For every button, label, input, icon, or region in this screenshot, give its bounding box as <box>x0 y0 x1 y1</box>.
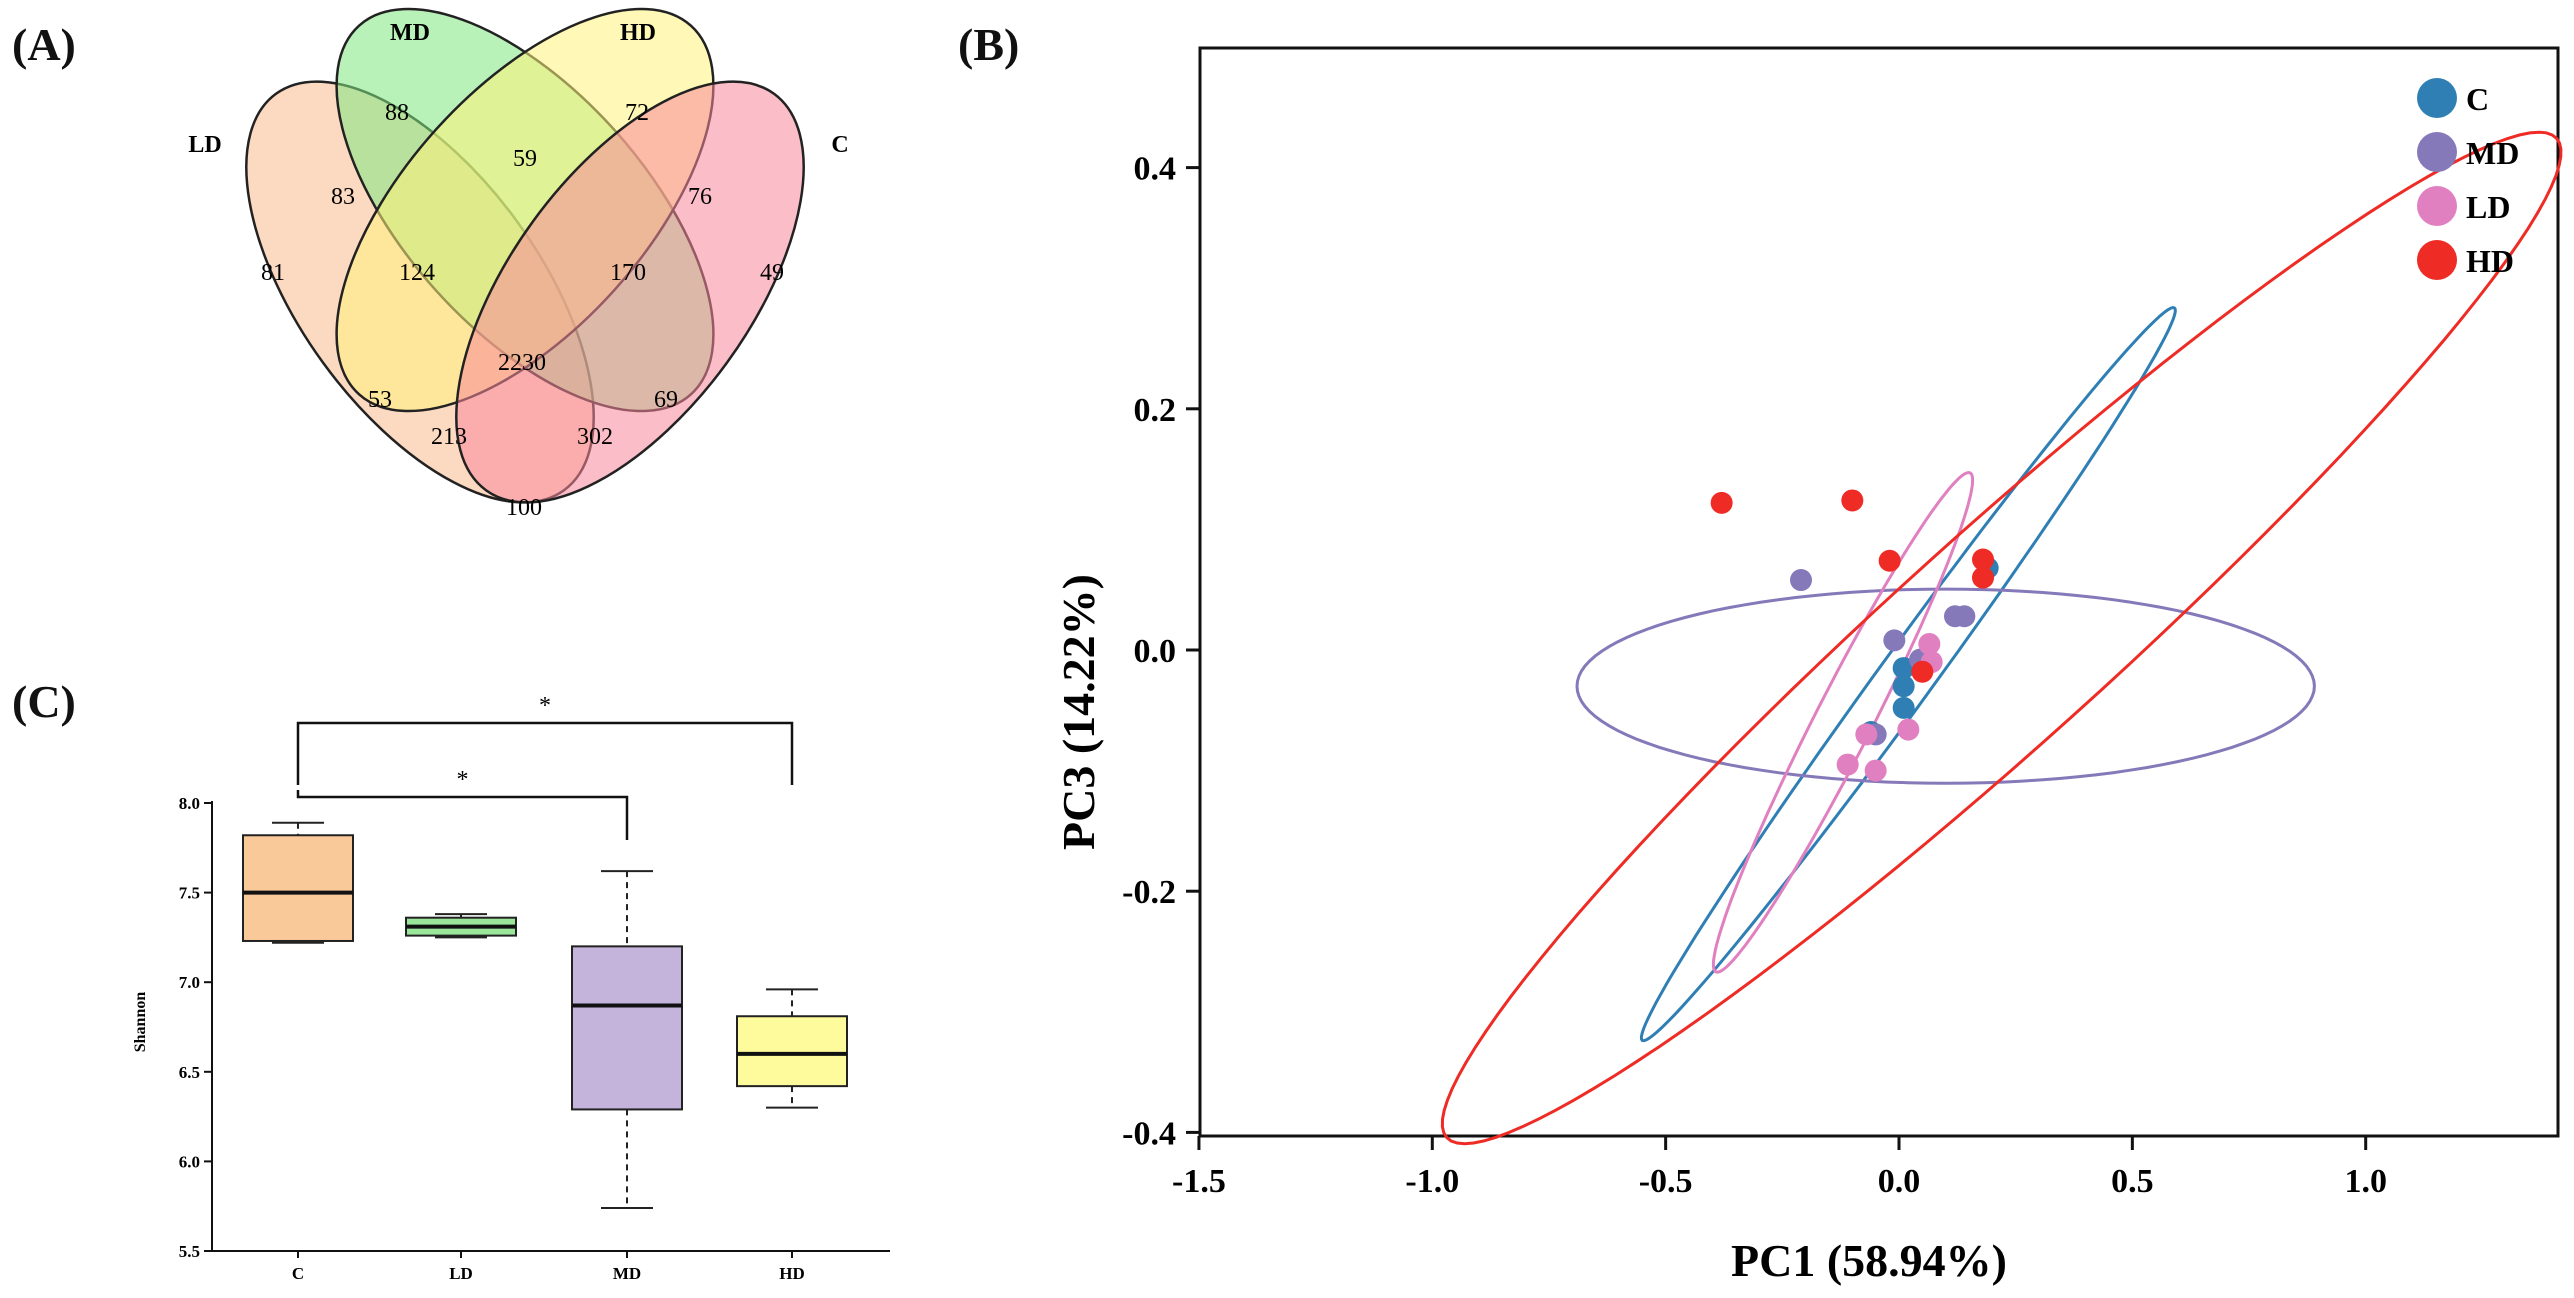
pca-point-md <box>1953 605 1976 628</box>
venn-region-c: 49 <box>760 260 784 286</box>
pca-point-c <box>1892 696 1915 719</box>
venn-region-c-hd-ld: 213 <box>431 424 467 450</box>
box-x-tick-label-md: MD <box>613 1264 641 1283</box>
panel-label-c: (C) <box>12 676 76 727</box>
pca-legend-label-c: C <box>2466 81 2489 117</box>
pca-point-hd <box>1710 491 1733 514</box>
pca-x-tick-label: -1.5 <box>1172 1163 1226 1200</box>
venn-set-label-ld: LD <box>188 132 221 158</box>
pca-ellipse-ld <box>1711 470 1975 974</box>
pca-y-tick-label: 0.2 <box>1134 392 1177 429</box>
box-hd <box>736 988 848 1109</box>
panel-label-b: (B) <box>958 19 1020 70</box>
venn-set-c <box>455 80 805 504</box>
pca-point-hd <box>1841 489 1864 512</box>
pca-legend-marker-md <box>2417 132 2457 172</box>
box-iqr <box>242 834 354 942</box>
venn-region-hd: 72 <box>625 100 649 126</box>
pca-ellipse-md <box>1575 587 2316 785</box>
box-x-tick-label-c: C <box>292 1264 304 1283</box>
pca-legend-marker-hd <box>2417 240 2457 280</box>
box-y-tick-label: 7.5 <box>179 884 200 903</box>
pca-point-c <box>1892 675 1915 698</box>
pca-y-tick-label: 0.4 <box>1134 151 1177 188</box>
pca-point-md <box>1883 629 1906 652</box>
sig-star-c-md: * <box>457 767 469 793</box>
box-y-tick-label: 5.5 <box>179 1242 200 1261</box>
pca-point-hd <box>1911 660 1934 683</box>
box-y-tick-label: 6.5 <box>179 1063 200 1082</box>
venn-region-c-md: 69 <box>654 387 678 413</box>
panel-label-a: (A) <box>12 19 76 70</box>
box-c <box>242 821 354 944</box>
pca-legend: C MD LD HD <box>2417 78 2519 280</box>
pca-x-tick-label: -0.5 <box>1639 1163 1693 1200</box>
pca-legend-label-ld: LD <box>2466 189 2510 225</box>
pca-x-tick-label: 1.0 <box>2344 1163 2387 1200</box>
pca-ellipse-c <box>1639 305 2177 1043</box>
venn-region-ld: 81 <box>261 260 285 286</box>
venn-set-label-c: C <box>831 132 848 158</box>
box-y-tick-label: 6.0 <box>179 1152 200 1171</box>
sig-star-c-hd: * <box>539 693 551 719</box>
pca-point-md <box>1789 569 1812 592</box>
venn-region-md: 88 <box>385 100 409 126</box>
pca-point-ld <box>1897 718 1920 741</box>
box-y-tick-label: 7.0 <box>179 973 200 992</box>
venn-region-c-hd: 76 <box>688 184 712 210</box>
pca-y-axis-title: PC3 (14.22%) <box>1053 574 1104 850</box>
venn-region-hd-md: 59 <box>513 146 537 172</box>
pca-legend-label-md: MD <box>2466 135 2519 171</box>
pca-legend-marker-ld <box>2417 186 2457 226</box>
venn-region-c-hd-md: 170 <box>610 260 646 286</box>
pca-point-ld <box>1918 632 1941 655</box>
pca-point-hd <box>1972 548 1995 571</box>
venn-region-c-hd-ld-md: 2230 <box>498 350 546 376</box>
venn-region-hd-ld: 53 <box>368 387 392 413</box>
pca-y-tick-label: 0.0 <box>1134 633 1177 670</box>
venn-set-label-hd: HD <box>620 20 656 46</box>
pca-legend-marker-c <box>2417 78 2457 118</box>
box-iqr <box>736 1015 848 1088</box>
box-iqr <box>571 945 683 1111</box>
pca-point-ld <box>1864 759 1887 782</box>
pca-x-axis-title: PC1 (58.94%) <box>1731 1235 2007 1286</box>
venn-region-hd-ld-md: 124 <box>399 260 435 286</box>
pca-point-ld <box>1855 723 1878 746</box>
box-y-tick-label: 8.0 <box>179 794 200 813</box>
pca-x-tick-label: 0.5 <box>2111 1163 2154 1200</box>
pca-legend-label-hd: HD <box>2466 243 2514 279</box>
box-ld <box>405 913 517 939</box>
pca-x-tick-label: 0.0 <box>1878 1163 1921 1200</box>
box-x-tick-label-hd: HD <box>779 1264 805 1283</box>
sig-bracket-c-md <box>296 790 629 840</box>
box-y-axis-title: Shannon <box>132 992 149 1053</box>
box-md <box>571 870 683 1209</box>
venn-diagram: LD MD HD C 88 72 81 49 59 83 76 124 170 2230 53 69 213 3… <box>188 7 849 521</box>
box-x-tick-label-ld: LD <box>449 1264 473 1283</box>
pca-x-tick-label: -1.0 <box>1405 1163 1459 1200</box>
pca-y-tick-label: -0.2 <box>1122 874 1176 911</box>
venn-region-c-ld-md: 302 <box>577 424 613 450</box>
pca-ellipse-hd <box>1440 130 2563 1146</box>
pca-point-hd <box>1972 566 1995 589</box>
shannon-boxplot: 5.5 6.0 6.5 7.0 7.5 8.0 C LD MD HD * * Shannon <box>132 693 890 1283</box>
venn-region-ld-md: 83 <box>331 184 355 210</box>
pca-point-ld <box>1836 753 1859 776</box>
sig-bracket-c-hd <box>296 721 794 785</box>
pca-plot-frame <box>1198 46 2560 1138</box>
venn-set-label-md: MD <box>390 20 430 46</box>
venn-region-c-ld: 100 <box>506 495 542 521</box>
pca-point-hd <box>1878 549 1901 572</box>
pca-y-tick-label: -0.4 <box>1122 1115 1176 1152</box>
pca-point-c <box>1892 657 1915 680</box>
